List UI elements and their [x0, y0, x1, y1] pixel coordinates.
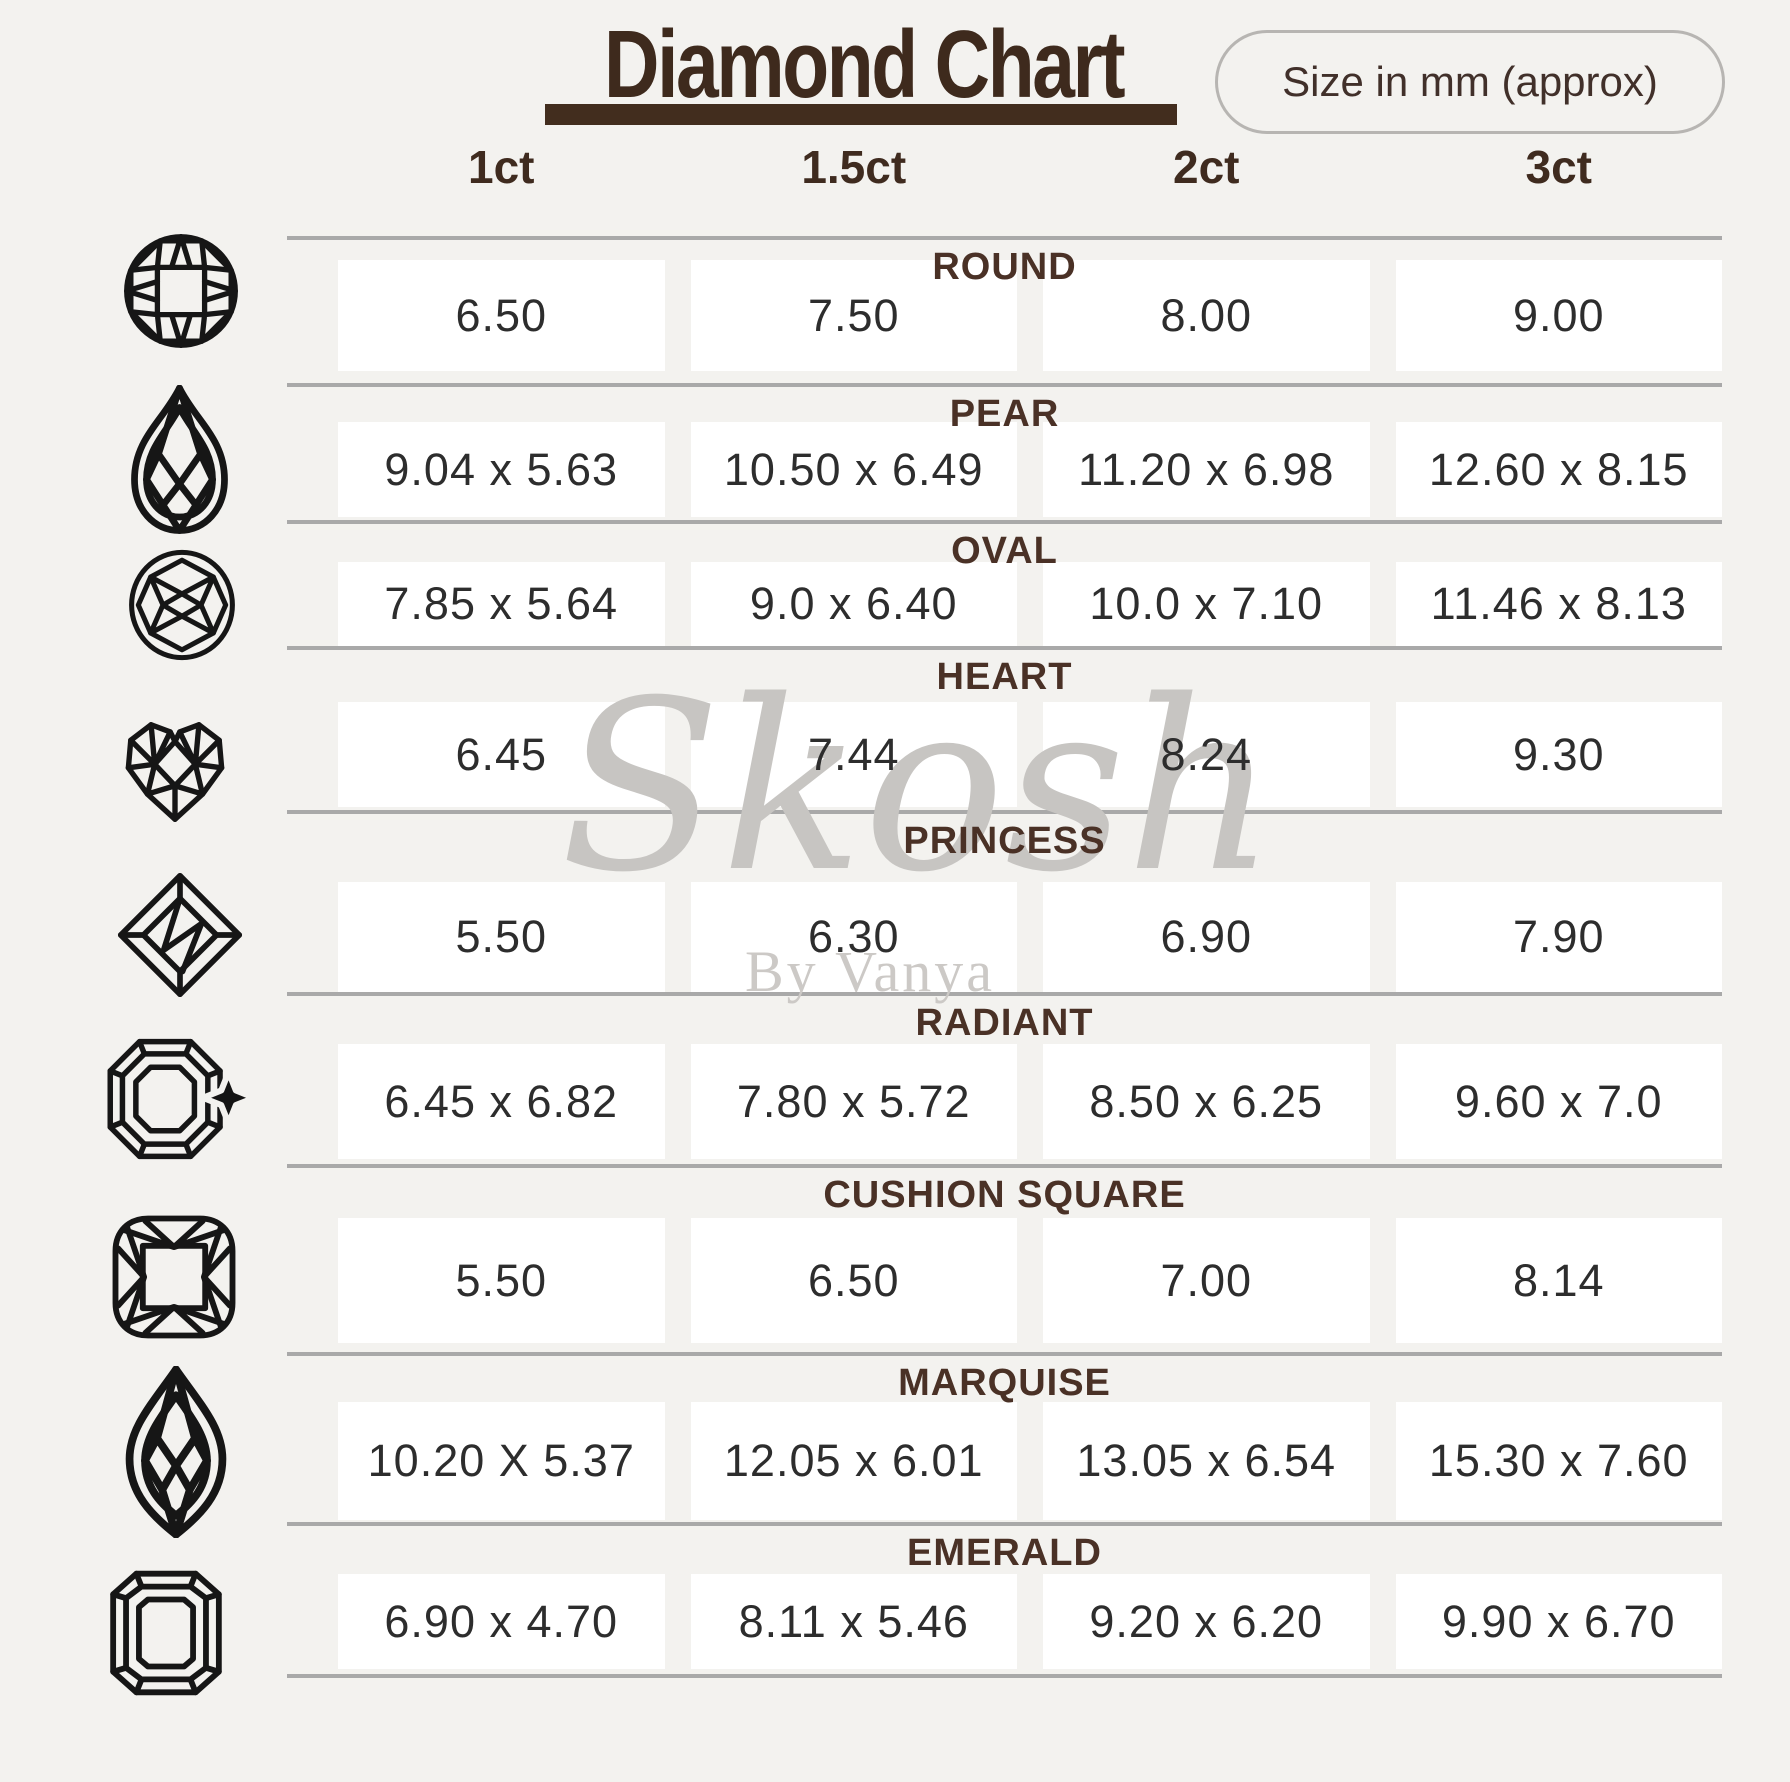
cell-marquise-2ct: 13.05 x 6.54 [1043, 1402, 1370, 1520]
cell-princess-1ct: 5.50 [338, 882, 665, 992]
cell-cushion-2ct: 7.00 [1043, 1218, 1370, 1343]
cell-pear-1-5ct: 10.50 x 6.49 [690, 422, 1017, 517]
carat-column-headers: 1ct 1.5ct 2ct 3ct [338, 140, 1722, 194]
cell-princess-3ct: 7.90 [1395, 882, 1722, 992]
title-underline [545, 104, 1177, 125]
column-header-1-5ct: 1.5ct [801, 141, 907, 193]
table-row-radiant: RADIANT 6.45 x 6.82 7.80 x 5.72 8.50 x 6… [287, 992, 1722, 1164]
cell-marquise-1-5ct: 12.05 x 6.01 [690, 1402, 1017, 1520]
cell-radiant-3ct: 9.60 x 7.0 [1395, 1044, 1722, 1159]
cell-radiant-1ct: 6.45 x 6.82 [338, 1044, 665, 1159]
row-label: OVAL [951, 530, 1058, 572]
cell-cushion-1ct: 5.50 [338, 1218, 665, 1343]
heart-diamond-icon [114, 714, 236, 824]
cell-heart-3ct: 9.30 [1395, 702, 1722, 807]
table-row-princess: PRINCESS 5.50 6.30 6.90 7.90 [287, 810, 1722, 992]
pear-diamond-icon [127, 385, 232, 535]
emerald-diamond-icon [108, 1564, 224, 1702]
oval-diamond-icon [126, 542, 238, 668]
cell-emerald-3ct: 9.90 x 6.70 [1395, 1574, 1722, 1669]
table-row-oval: OVAL 7.85 x 5.64 9.0 x 6.40 10.0 x 7.10 … [287, 520, 1722, 646]
table-row-heart: HEART 6.45 7.44 8.24 9.30 [287, 646, 1722, 810]
cell-marquise-3ct: 15.30 x 7.60 [1395, 1402, 1722, 1520]
marquise-diamond-icon [124, 1366, 228, 1538]
cell-pear-2ct: 11.20 x 6.98 [1043, 422, 1370, 517]
round-diamond-icon [122, 232, 240, 350]
cell-round-1-5ct: 7.50 [690, 260, 1017, 371]
cell-emerald-1ct: 6.90 x 4.70 [338, 1574, 665, 1669]
cell-heart-1-5ct: 7.44 [690, 702, 1017, 807]
size-unit-badge: Size in mm (approx) [1215, 30, 1725, 134]
row-label: PEAR [949, 393, 1060, 435]
cell-princess-1-5ct: 6.30 [690, 882, 1017, 992]
cell-radiant-2ct: 8.50 x 6.25 [1043, 1044, 1370, 1159]
cell-pear-3ct: 12.60 x 8.15 [1395, 422, 1722, 517]
cell-emerald-1-5ct: 8.11 x 5.46 [690, 1574, 1017, 1669]
row-label: EMERALD [907, 1532, 1102, 1574]
cell-oval-1-5ct: 9.0 x 6.40 [690, 562, 1017, 646]
column-header-1ct: 1ct [468, 141, 535, 193]
row-label: RADIANT [915, 1002, 1094, 1044]
table-row-pear: PEAR 9.04 x 5.63 10.50 x 6.49 11.20 x 6.… [287, 383, 1722, 520]
page-title: Diamond Chart [604, 11, 1126, 118]
table-row-round: ROUND 6.50 7.50 8.00 9.00 [287, 236, 1722, 383]
cell-radiant-1-5ct: 7.80 x 5.72 [690, 1044, 1017, 1159]
cell-princess-2ct: 6.90 [1043, 882, 1370, 992]
cell-marquise-1ct: 10.20 X 5.37 [338, 1402, 665, 1520]
table-row-cushion-square: CUSHION SQUARE 5.50 6.50 7.00 8.14 [287, 1164, 1722, 1352]
cell-oval-2ct: 10.0 x 7.10 [1043, 562, 1370, 646]
table-bottom-divider [287, 1674, 1722, 1678]
cell-oval-3ct: 11.46 x 8.13 [1395, 562, 1722, 646]
cell-heart-1ct: 6.45 [338, 702, 665, 807]
cell-round-2ct: 8.00 [1043, 260, 1370, 371]
column-header-2ct: 2ct [1173, 141, 1240, 193]
cell-oval-1ct: 7.85 x 5.64 [338, 562, 665, 646]
cell-round-1ct: 6.50 [338, 260, 665, 371]
row-label: CUSHION SQUARE [823, 1174, 1186, 1216]
cell-round-3ct: 9.00 [1395, 260, 1722, 371]
princess-diamond-icon [117, 872, 243, 998]
column-header-3ct: 3ct [1525, 141, 1592, 193]
cell-cushion-3ct: 8.14 [1395, 1218, 1722, 1343]
row-label: ROUND [932, 246, 1077, 288]
cushion-diamond-icon [107, 1212, 241, 1342]
cell-heart-2ct: 8.24 [1043, 702, 1370, 807]
radiant-diamond-icon [106, 1038, 256, 1160]
row-label: PRINCESS [903, 820, 1106, 862]
table-row-marquise: MARQUISE 10.20 X 5.37 12.05 x 6.01 13.05… [287, 1352, 1722, 1522]
row-label: HEART [936, 656, 1073, 698]
table-row-emerald: EMERALD 6.90 x 4.70 8.11 x 5.46 9.20 x 6… [287, 1522, 1722, 1674]
cell-emerald-2ct: 9.20 x 6.20 [1043, 1574, 1370, 1669]
cell-pear-1ct: 9.04 x 5.63 [338, 422, 665, 517]
cell-cushion-1-5ct: 6.50 [690, 1218, 1017, 1343]
row-label: MARQUISE [898, 1362, 1111, 1404]
